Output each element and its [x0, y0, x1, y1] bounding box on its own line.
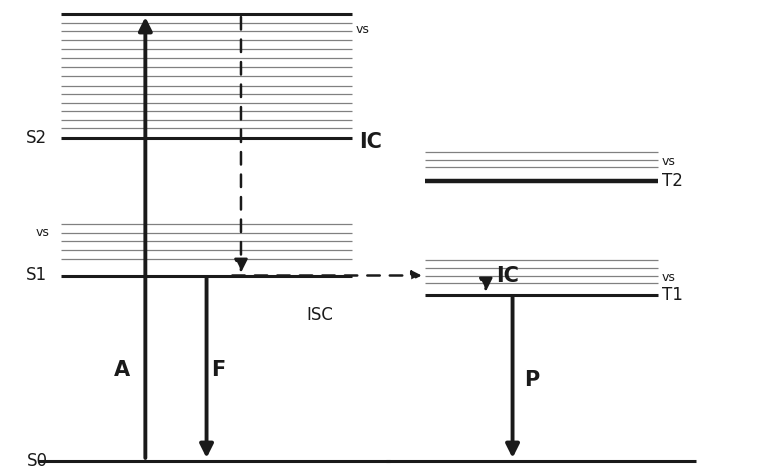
Text: S2: S2	[26, 129, 47, 147]
Text: S1: S1	[26, 266, 47, 285]
Text: T1: T1	[662, 285, 682, 304]
Text: T2: T2	[662, 171, 682, 190]
Text: vs: vs	[356, 23, 369, 36]
Text: vs: vs	[662, 271, 675, 285]
Text: IC: IC	[360, 133, 382, 152]
Text: S0: S0	[27, 452, 47, 470]
Text: IC: IC	[496, 266, 519, 285]
Text: ISC: ISC	[306, 306, 333, 324]
Text: vs: vs	[662, 155, 675, 168]
Text: vs: vs	[36, 226, 50, 239]
Text: A: A	[114, 361, 131, 380]
Text: F: F	[211, 361, 225, 380]
Text: P: P	[524, 370, 539, 390]
